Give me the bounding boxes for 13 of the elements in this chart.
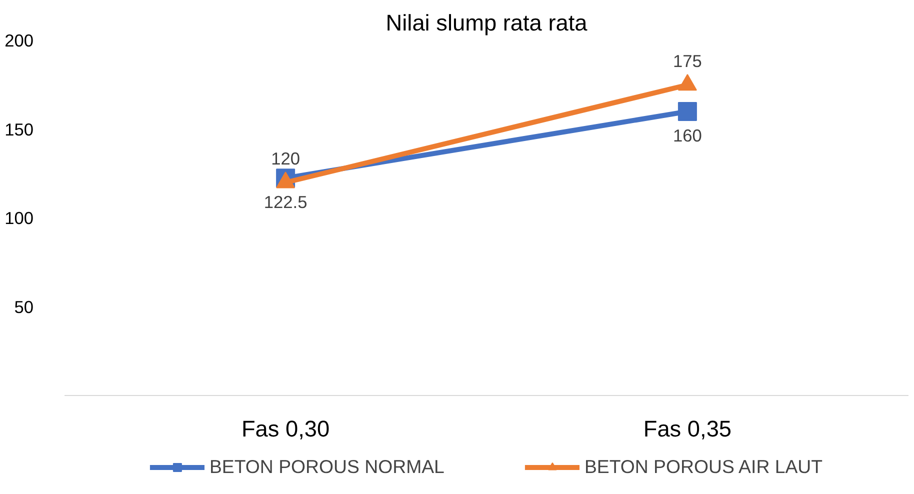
y-tick-label: 200 — [4, 30, 34, 50]
x-tick-label: Fas 0,35 — [643, 416, 732, 442]
y-tick-label: 150 — [4, 119, 34, 140]
legend-label: BETON POROUS AIR LAUT — [584, 456, 823, 478]
data-label: 120 — [271, 148, 300, 168]
data-label: 175 — [672, 50, 702, 71]
data-label: 160 — [672, 126, 702, 146]
chart-title: Nilai slump rata rata — [386, 10, 588, 36]
x-tick-label: Fas 0,30 — [241, 416, 330, 442]
data-label: 122.5 — [264, 192, 308, 212]
legend-label: BETON POROUS NORMAL — [209, 456, 444, 478]
y-tick-label: 100 — [4, 208, 34, 228]
y-tick-label: 50 — [14, 296, 34, 317]
